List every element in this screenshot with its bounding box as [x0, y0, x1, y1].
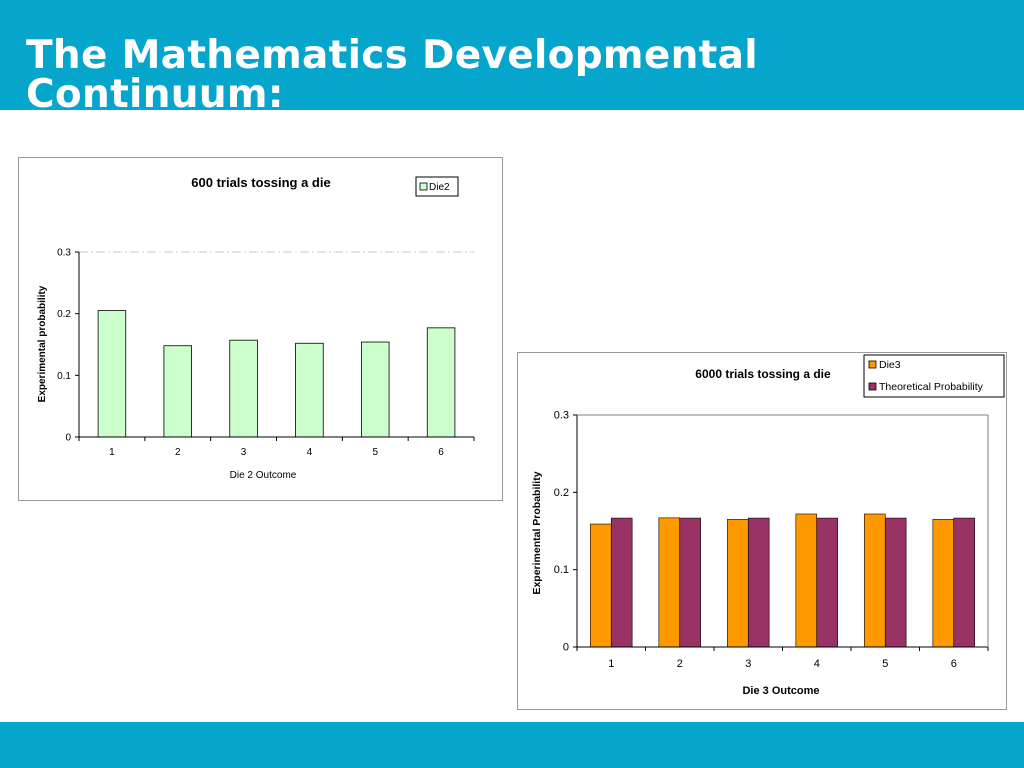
bar — [727, 519, 749, 648]
chart-600-trials-svg: 600 trials tossing a die Die2 Experiment… — [37, 175, 475, 481]
x-tick-label: 1 — [109, 447, 115, 458]
x-tick-label: 6 — [951, 658, 957, 670]
legend-box — [415, 176, 459, 197]
bar — [795, 513, 818, 648]
chart-600-trials: 600 trials tossing a die Die2 Experiment… — [18, 157, 503, 501]
y-tick-label: 0.2 — [554, 487, 569, 499]
x-tick-label: 4 — [307, 447, 313, 458]
x-tick-label: 3 — [241, 447, 247, 458]
x-tick-label: 4 — [814, 658, 820, 670]
bar — [295, 342, 324, 438]
footer-band — [0, 722, 1024, 768]
bar — [932, 519, 955, 648]
x-tick-label: 1 — [608, 658, 614, 670]
legend-box — [863, 354, 1005, 398]
x-tick-label: 5 — [882, 658, 888, 670]
chart-title: 600 trials tossing a die — [191, 175, 330, 190]
legend: Die2 — [415, 176, 459, 197]
y-tick-label: 0.2 — [57, 309, 71, 320]
title-band — [0, 0, 1024, 110]
bar — [747, 517, 770, 648]
bar — [816, 517, 838, 648]
legend: Die3 Theoretical Probability — [863, 354, 1005, 398]
x-axis-label: Die 3 Outcome — [742, 685, 819, 697]
bar — [953, 517, 975, 648]
y-tick-label: 0 — [563, 642, 569, 654]
legend-label-die3: Die3 — [879, 359, 901, 371]
legend-label-theoretical: Theoretical Probability — [879, 381, 984, 393]
legend-swatch-die3 — [868, 360, 877, 369]
bar — [610, 517, 633, 648]
bar — [426, 327, 456, 438]
x-tick-label: 6 — [438, 447, 444, 458]
bar — [229, 339, 258, 438]
bar — [884, 517, 907, 648]
bar — [97, 310, 127, 438]
y-tick-label: 0.3 — [57, 248, 71, 259]
x-axis-label: Die 2 Outcome — [230, 470, 297, 481]
x-tick-label: 5 — [372, 447, 378, 458]
y-axis-label: Experimental Probability — [531, 471, 543, 594]
y-tick-label: 0 — [65, 433, 71, 444]
x-tick-label: 2 — [677, 658, 683, 670]
chart-6000-trials: 6000 trials tossing a die Die3 Theoretic… — [517, 352, 1007, 710]
bar — [163, 345, 192, 438]
y-tick-label: 0.1 — [554, 564, 569, 576]
bar — [864, 513, 886, 648]
bar — [658, 517, 681, 648]
chart-6000-trials-svg: 6000 trials tossing a die Die3 Theoretic… — [531, 354, 1005, 697]
page-title: The Mathematics Developmental Continuum: — [26, 33, 758, 117]
y-axis-label: Experimental probability — [37, 285, 48, 402]
x-tick-label: 3 — [745, 658, 751, 670]
bar — [361, 341, 390, 438]
legend-label-die2: Die2 — [429, 182, 450, 193]
y-tick-label: 0.3 — [554, 410, 569, 422]
chart-title: 6000 trials tossing a die — [695, 367, 831, 381]
legend-swatch-theoretical — [868, 382, 877, 391]
x-tick-label: 2 — [175, 447, 181, 458]
bar — [679, 517, 701, 648]
legend-swatch-die2 — [419, 182, 428, 191]
y-tick-label: 0.1 — [57, 371, 71, 382]
bar — [590, 523, 612, 648]
